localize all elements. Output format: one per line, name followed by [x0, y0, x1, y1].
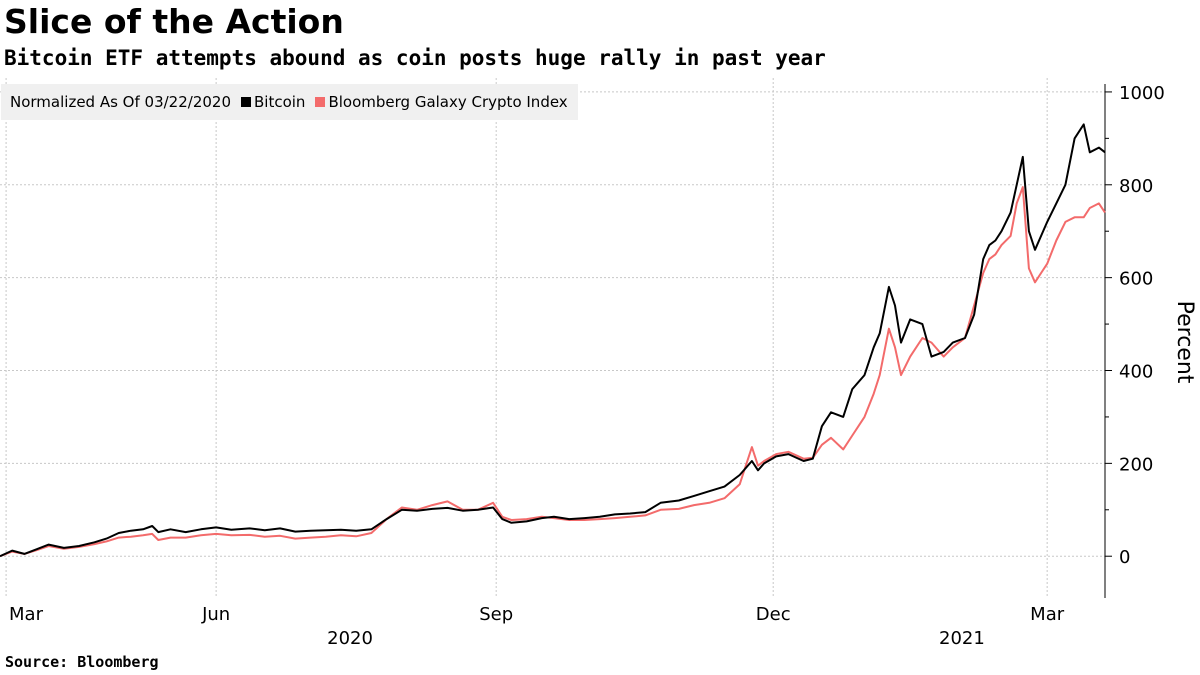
y-tick-label-1000: 1000 — [1119, 83, 1165, 104]
legend-note: Normalized As Of 03/22/2020 — [10, 93, 231, 111]
series-line-bitcoin — [0, 123, 1106, 558]
y-tick-label-200: 200 — [1119, 454, 1153, 475]
y-tick-label-800: 800 — [1119, 176, 1153, 197]
legend-label-crypto-index: Bloomberg Galaxy Crypto Index — [328, 93, 568, 111]
source-note: Source: Bloomberg — [5, 653, 159, 671]
x-year-label-1: 2021 — [939, 628, 985, 649]
legend-swatch-bitcoin — [241, 97, 251, 107]
series-lines — [0, 123, 1106, 558]
y-tick-label-400: 400 — [1119, 362, 1153, 383]
x-year-label-0: 2020 — [327, 628, 373, 649]
x-tick-label-2: Sep — [479, 604, 513, 625]
legend-label-bitcoin: Bitcoin — [254, 93, 306, 111]
y-tick-label-600: 600 — [1119, 269, 1153, 290]
series-line-bloomberg-galaxy-crypto-index — [0, 186, 1106, 558]
y-tick-label-0: 0 — [1119, 547, 1130, 568]
x-tick-label-3: Dec — [756, 604, 791, 625]
legend-swatch-crypto-index — [315, 97, 326, 107]
x-tick-label-1: Jun — [201, 604, 230, 625]
y-axis-title: Percent — [1172, 301, 1197, 384]
axes — [1104, 84, 1112, 598]
x-tick-label-4: Mar — [1030, 604, 1065, 625]
chart-subtitle: Bitcoin ETF attempts abound as coin post… — [4, 46, 826, 70]
legend-item-bitcoin: Bitcoin — [241, 93, 305, 111]
legend-item-crypto-index: Bloomberg Galaxy Crypto Index — [315, 93, 568, 111]
chart-title: Slice of the Action — [4, 2, 344, 41]
tick-labels: 0 200 400 600 800 1000 Mar Jun Sep Dec Mar 2020 2021 — [9, 83, 1165, 649]
legend: Normalized As Of 03/22/2020 Bitcoin Bloo… — [1, 84, 578, 120]
x-tick-label-0: Mar — [9, 604, 44, 625]
grid-lines — [0, 78, 1105, 598]
